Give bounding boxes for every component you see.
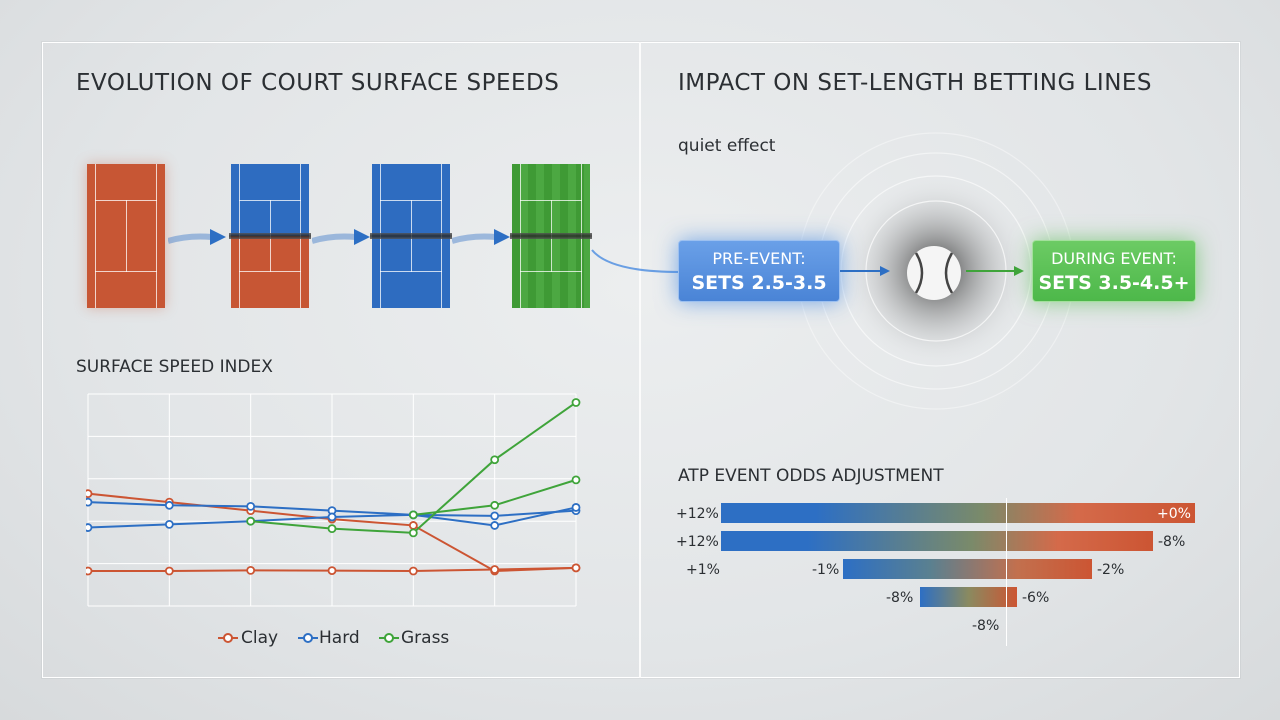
odds-row3-left: +1%: [686, 562, 720, 578]
odds-row1-right: +0%: [1157, 506, 1191, 522]
data-point-grass: [490, 455, 500, 465]
data-point-grass2: [571, 475, 581, 485]
data-point-hard2: [327, 512, 337, 522]
legend-label-hard: Hard: [319, 628, 360, 648]
legend-label-clay: Clay: [241, 628, 279, 648]
chart-title: SURFACE SPEED INDEX: [76, 357, 273, 377]
legend-marker-hard: [298, 633, 318, 643]
data-point-hard: [164, 500, 174, 510]
data-point-clay2: [164, 566, 174, 576]
arrow-right-icon: [312, 229, 370, 245]
surface-speed-chart: [86, 393, 581, 607]
outer-frame: [42, 42, 1240, 678]
during-event-label: DURING EVENT:: [1051, 249, 1177, 268]
legend-marker-grass: [379, 633, 399, 643]
hard-on-clay-court: [229, 164, 311, 308]
odds-bar: [843, 559, 1092, 579]
left-panel-title: EVOLUTION OF COURT SURFACE SPEEDS: [76, 70, 560, 96]
arrow-right-icon: [168, 229, 226, 245]
data-point-hard2: [571, 503, 581, 512]
odds-row5-mid: -8%: [972, 618, 1000, 634]
pre-event-label: PRE-EVENT:: [712, 249, 806, 268]
data-point-hard2: [86, 523, 93, 532]
data-point-clay2: [86, 566, 93, 576]
odds-center-line: [1006, 498, 1007, 646]
odds-row4-right: -6%: [1022, 590, 1050, 606]
court-net: [370, 233, 452, 239]
data-point-clay: [408, 521, 418, 530]
legend-label-grass: Grass: [401, 628, 450, 648]
data-point-grass: [246, 516, 256, 526]
during-event-badge: DURING EVENT: SETS 3.5-4.5+: [1032, 240, 1196, 302]
data-point-hard2: [164, 519, 174, 529]
arrow-right-icon: [452, 229, 510, 245]
pre-event-badge: PRE-EVENT: SETS 2.5-3.5: [678, 240, 840, 302]
data-point-hard2: [490, 521, 500, 530]
odds-row4-mid: -8%: [886, 590, 914, 606]
panel-divider: [639, 42, 641, 678]
tennis-ball-icon: [907, 246, 961, 300]
data-point-grass2: [490, 500, 500, 510]
legend-marker-clay: [218, 633, 238, 643]
court-net: [510, 233, 592, 239]
quiet-effect-label: quiet effect: [678, 136, 776, 156]
odds-row3-right: -2%: [1097, 562, 1125, 578]
data-point-grass: [571, 398, 581, 407]
data-point-clay: [86, 489, 93, 499]
odds-title: ATP EVENT ODDS ADJUSTMENT: [678, 466, 944, 486]
during-event-value: SETS 3.5-4.5+: [1038, 272, 1190, 294]
grass-court: [510, 164, 592, 308]
data-point-clay2: [246, 565, 256, 575]
arrow-right-icon: [840, 266, 890, 276]
odds-row1-left: +12%: [676, 506, 719, 522]
data-point-clay2: [571, 563, 581, 573]
data-point-hard: [490, 511, 500, 521]
pre-event-value: SETS 2.5-3.5: [691, 272, 827, 294]
odds-bar: [920, 587, 1017, 607]
data-point-clay2: [490, 565, 500, 574]
data-point-hard: [86, 497, 93, 507]
data-point-clay2: [408, 566, 418, 576]
odds-row2-left: +12%: [676, 534, 719, 550]
arrow-right-icon: [966, 266, 1024, 276]
odds-row2-right: -8%: [1158, 534, 1186, 550]
court-net: [229, 233, 311, 239]
data-point-grass2: [408, 510, 418, 520]
data-point-grass: [327, 524, 337, 534]
odds-bar: [721, 503, 1195, 523]
data-point-clay2: [327, 566, 337, 575]
connector-curve: [591, 249, 681, 273]
odds-bar: [721, 531, 1153, 551]
data-point-hard: [246, 501, 256, 511]
odds-row3-mid: -1%: [812, 562, 840, 578]
data-point-grass: [408, 528, 418, 538]
clay-court: [87, 164, 165, 308]
right-panel-title: IMPACT ON SET-LENGTH BETTING LINES: [678, 70, 1153, 96]
hard-court: [370, 164, 452, 308]
